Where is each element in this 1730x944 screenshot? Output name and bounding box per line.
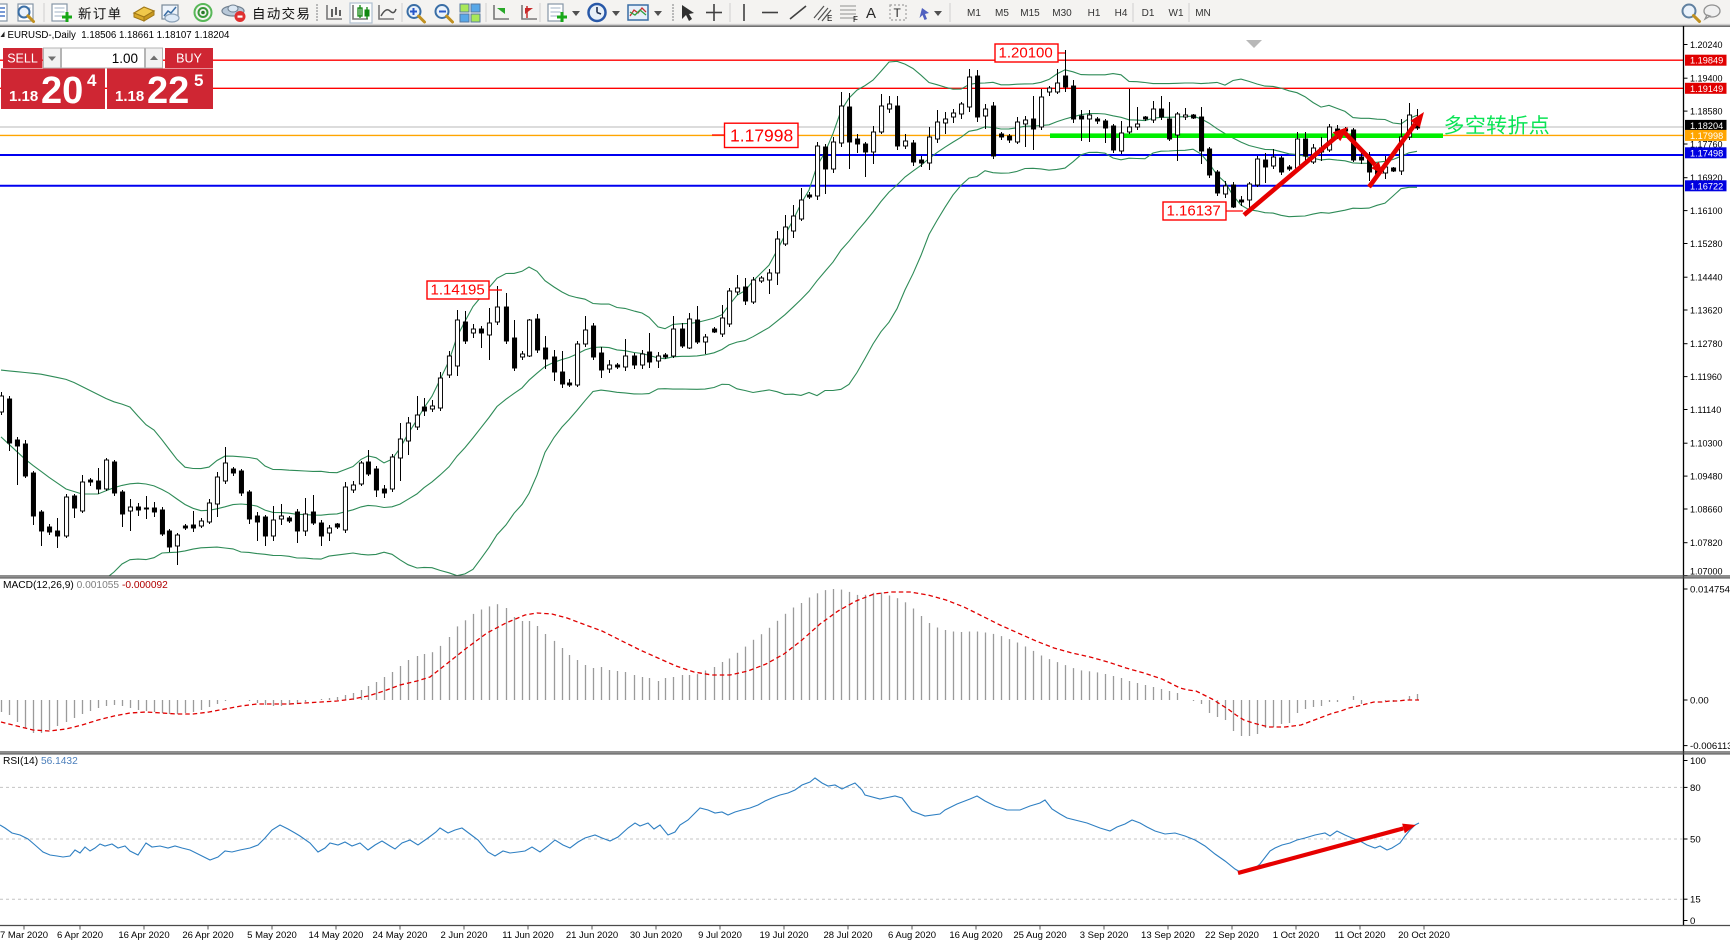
svg-text:1.17760: 1.17760	[1690, 140, 1723, 150]
svg-text:0: 0	[1690, 916, 1695, 927]
svg-text:1.11960: 1.11960	[1690, 372, 1722, 382]
svg-text:E: E	[827, 14, 832, 23]
svg-text:T: T	[894, 6, 902, 20]
svg-text:0.00: 0.00	[1690, 696, 1709, 707]
svg-text:11 Oct 2020: 11 Oct 2020	[1334, 930, 1385, 941]
svg-text:6 Aug 2020: 6 Aug 2020	[888, 930, 936, 941]
svg-text:W1: W1	[1169, 8, 1184, 19]
svg-text:1.18: 1.18	[9, 88, 38, 105]
svg-text:16 Aug 2020: 16 Aug 2020	[949, 930, 1002, 941]
svg-text:5: 5	[194, 71, 203, 90]
svg-text:25 Aug 2020: 25 Aug 2020	[1013, 930, 1066, 941]
svg-text:F: F	[853, 15, 858, 24]
svg-text:MN: MN	[1195, 8, 1211, 19]
svg-text:13 Sep 2020: 13 Sep 2020	[1141, 930, 1195, 941]
svg-text:1.19400: 1.19400	[1690, 74, 1723, 84]
svg-text:M5: M5	[995, 8, 1009, 19]
svg-text:1.10300: 1.10300	[1690, 439, 1723, 449]
svg-text:M30: M30	[1052, 8, 1072, 19]
svg-text:14 May 2020: 14 May 2020	[309, 930, 364, 941]
svg-text:9 Jul 2020: 9 Jul 2020	[698, 930, 742, 941]
svg-text:1.09480: 1.09480	[1690, 472, 1723, 482]
svg-text:1.17998: 1.17998	[1690, 131, 1723, 141]
svg-text:1.14195: 1.14195	[431, 282, 485, 299]
svg-text:1.16137: 1.16137	[1167, 203, 1221, 220]
svg-text:A: A	[866, 5, 876, 22]
svg-text:1.11140: 1.11140	[1690, 405, 1721, 415]
svg-text:6 Apr 2020: 6 Apr 2020	[57, 930, 103, 941]
svg-text:30 Jun 2020: 30 Jun 2020	[630, 930, 682, 941]
svg-text:1.18204: 1.18204	[1690, 121, 1723, 131]
svg-text:16 Apr 2020: 16 Apr 2020	[118, 930, 169, 941]
svg-text:1.00: 1.00	[112, 51, 138, 66]
svg-text:RSI(14) 56.1432: RSI(14) 56.1432	[3, 756, 78, 767]
svg-text:22 Sep 2020: 22 Sep 2020	[1205, 930, 1259, 941]
svg-text:1.07000: 1.07000	[1690, 567, 1723, 577]
svg-text:-0.006113: -0.006113	[1690, 741, 1730, 752]
svg-text:24 May 2020: 24 May 2020	[373, 930, 428, 941]
svg-text:4: 4	[87, 71, 97, 90]
svg-text:2 Jun 2020: 2 Jun 2020	[440, 930, 487, 941]
svg-text:50: 50	[1690, 835, 1701, 846]
svg-text:1.19849: 1.19849	[1690, 56, 1723, 66]
svg-text:H4: H4	[1115, 8, 1128, 19]
svg-text:M15: M15	[1020, 8, 1040, 19]
svg-text:1.12780: 1.12780	[1690, 339, 1723, 349]
svg-text:1.14440: 1.14440	[1690, 273, 1723, 283]
svg-text:1.16920: 1.16920	[1690, 173, 1723, 183]
svg-text:1.08660: 1.08660	[1690, 505, 1723, 515]
svg-text:100: 100	[1690, 756, 1706, 767]
svg-text:28 Jul 2020: 28 Jul 2020	[823, 930, 872, 941]
svg-text:D1: D1	[1142, 8, 1155, 19]
svg-text:1.07820: 1.07820	[1690, 538, 1723, 548]
svg-text:1.16100: 1.16100	[1690, 206, 1723, 216]
svg-text:26 Apr 2020: 26 Apr 2020	[182, 930, 233, 941]
svg-text:1 Oct 2020: 1 Oct 2020	[1273, 930, 1319, 941]
svg-text:1.20240: 1.20240	[1690, 40, 1723, 50]
svg-text:1.13620: 1.13620	[1690, 306, 1723, 316]
svg-text:MACD(12,26,9) 0.001055 -0.0000: MACD(12,26,9) 0.001055 -0.000092	[3, 580, 168, 591]
svg-text:1.20100: 1.20100	[999, 45, 1053, 62]
svg-text:20: 20	[41, 70, 83, 112]
svg-text:22: 22	[147, 70, 189, 112]
svg-text:21 Jun 2020: 21 Jun 2020	[566, 930, 618, 941]
svg-text:1.17998: 1.17998	[730, 126, 793, 146]
svg-text:3 Sep 2020: 3 Sep 2020	[1080, 930, 1129, 941]
svg-text:5 May 2020: 5 May 2020	[247, 930, 297, 941]
svg-text:1.18580: 1.18580	[1690, 107, 1723, 117]
svg-text:1.18: 1.18	[115, 88, 144, 105]
svg-text:1.16722: 1.16722	[1690, 181, 1723, 191]
svg-text:20 Oct 2020: 20 Oct 2020	[1398, 930, 1450, 941]
svg-text:EURUSD-,Daily 1.18506 1.18661: EURUSD-,Daily 1.18506 1.18661 1.18107 1.…	[8, 30, 230, 41]
svg-text:15: 15	[1690, 895, 1701, 906]
svg-text:0.014754: 0.014754	[1690, 585, 1730, 596]
svg-text:80: 80	[1690, 783, 1701, 794]
svg-text:7 Mar 2020: 7 Mar 2020	[0, 930, 48, 941]
svg-text:BUY: BUY	[176, 52, 202, 66]
svg-text:H1: H1	[1088, 8, 1101, 19]
svg-text:1.19149: 1.19149	[1690, 84, 1723, 94]
svg-text:11 Jun 2020: 11 Jun 2020	[502, 930, 554, 941]
svg-text:SELL: SELL	[7, 52, 38, 66]
svg-text:1.15280: 1.15280	[1690, 239, 1723, 249]
svg-text:1.17498: 1.17498	[1690, 148, 1723, 158]
svg-text:19 Jul 2020: 19 Jul 2020	[759, 930, 808, 941]
svg-text:M1: M1	[967, 8, 981, 19]
